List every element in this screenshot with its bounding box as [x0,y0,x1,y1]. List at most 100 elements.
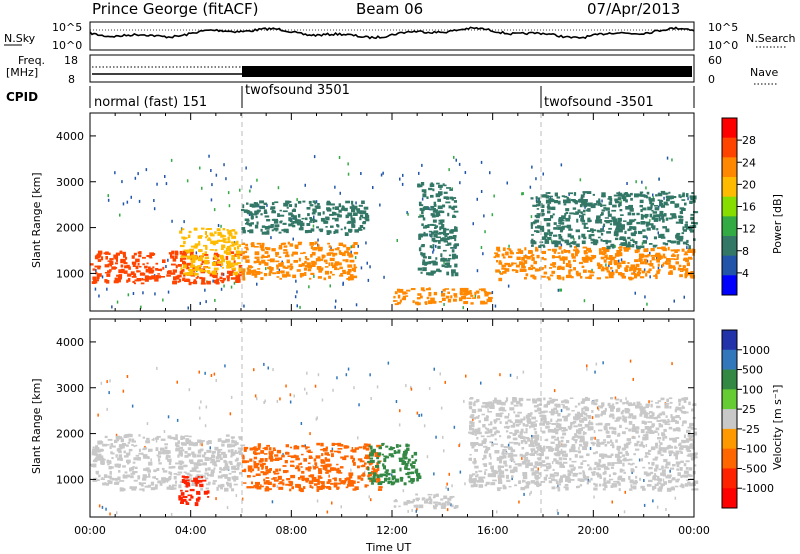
echo-cell [162,470,168,473]
echo-cell [478,288,482,291]
echo-cell [470,302,474,305]
echo-cell [335,213,340,216]
echo-cell [231,437,234,440]
echo-cell [477,427,481,432]
echo-cell [666,405,669,409]
echo-cell [608,414,613,418]
echo-cell [611,245,615,249]
scatter-cell [521,192,523,196]
scatter-cell [122,202,125,206]
echo-cell [347,484,351,487]
echo-cell [347,264,353,268]
scatter-cell [516,376,518,380]
echo-cell [670,258,675,260]
echo-cell [378,486,383,489]
echo-cell [558,234,562,237]
echo-cell [610,485,614,488]
echo-cell [561,429,566,432]
echo-cell [159,447,165,451]
echo-cell [274,472,279,475]
echo-cell [551,423,557,425]
echo-cell [223,240,226,243]
echo-cell [376,456,380,460]
echo-cell [583,193,586,196]
echo-cell [122,443,126,446]
echo-cell [398,457,404,460]
echo-cell [661,447,667,450]
echo-cell [160,268,163,272]
echo-cell [685,438,690,442]
echo-cell [680,451,683,454]
echo-cell [576,218,579,223]
echo-cell [675,420,679,424]
echo-cell [622,418,626,422]
echo-cell [249,229,254,234]
echo-cell [630,484,633,487]
echo-cell [317,482,320,485]
echo-cell [682,265,686,267]
scatter-cell [165,182,168,186]
echo-cell [682,241,688,245]
echo-cell [472,414,475,416]
scatter-cell [508,413,510,416]
echo-cell [665,228,670,233]
echo-cell [520,436,525,439]
echo-cell [300,475,305,479]
echo-cell [690,457,695,460]
echo-cell [535,268,541,272]
echo-cell [431,237,436,242]
echo-cell [601,402,605,406]
echo-cell [667,445,671,449]
echo-cell [253,463,259,467]
echo-cell [556,240,561,245]
scatter-cell [332,388,334,392]
scatter-cell [249,189,251,193]
echo-cell [189,474,193,477]
scatter-cell [472,417,474,421]
echo-cell [142,477,147,481]
echo-cell [618,252,623,257]
echo-cell [628,241,631,245]
echo-cell [668,450,674,454]
echo-cell [549,274,554,277]
echo-cell [620,226,625,230]
echo-cell [278,247,283,250]
echo-cell [669,452,672,456]
echo-cell [253,246,259,248]
echo-cell [571,437,575,441]
echo-cell [242,269,246,272]
scatter-cell [263,401,265,404]
echo-cell [677,472,681,477]
echo-cell [486,428,490,431]
echo-cell [581,215,584,219]
echo-cell [610,266,613,270]
echo-cell [190,264,195,268]
echo-cell [563,199,567,204]
scatter-cell [215,497,217,501]
echo-cell [466,291,472,295]
echo-cell [446,501,451,506]
echo-cell [96,273,102,277]
echo-cell [541,430,546,434]
echo-cell [395,444,399,448]
echo-cell [564,444,568,447]
scatter-cell [553,389,556,393]
echo-cell [502,271,507,274]
echo-cell [118,450,122,454]
echo-cell [454,272,459,277]
scatter-cell [448,168,450,172]
echo-cell [681,199,686,201]
echo-cell [126,452,131,456]
echo-cell [449,196,454,200]
echo-cell [192,468,197,472]
echo-cell [512,269,517,271]
echo-cell [206,474,211,477]
echo-cell [676,478,680,481]
echo-cell [312,265,315,267]
echo-cell [253,456,258,460]
echo-cell [320,217,325,222]
echo-cell [200,440,205,442]
echo-cell [536,434,539,438]
echo-cell [415,504,419,509]
echo-cell [276,264,279,268]
